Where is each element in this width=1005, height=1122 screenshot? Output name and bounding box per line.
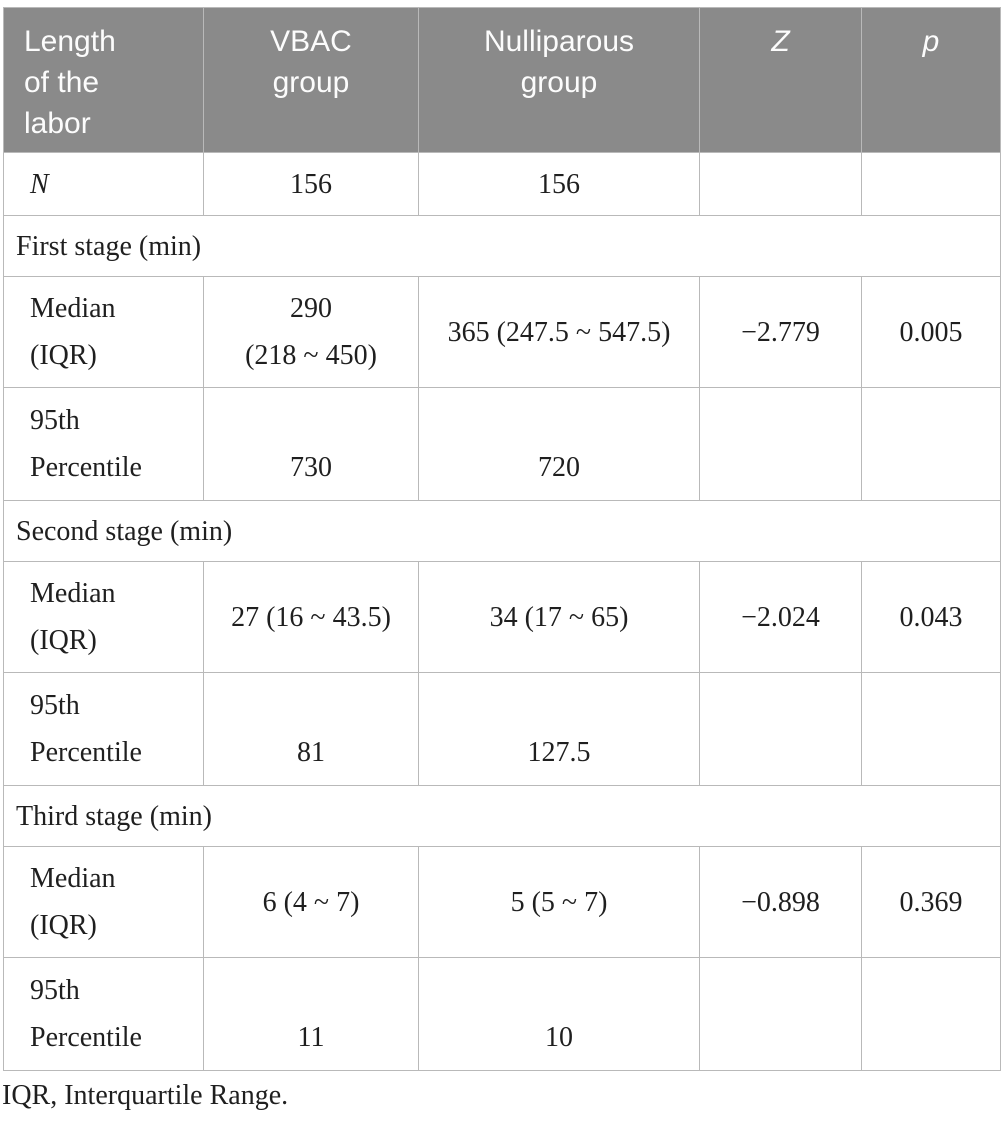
cell-third-p95-label: 95th Percentile: [3, 957, 204, 1071]
header-cell-length-of-labor: Length of the labor: [3, 7, 204, 153]
cell-second-median-p: 0.043: [861, 561, 1001, 673]
cell-n-z-empty: [699, 152, 862, 216]
header-cell-vbac-group: VBAC group: [203, 7, 419, 153]
cell-second-p95-p-empty: [861, 672, 1001, 786]
cell-n-nulliparous: 156: [418, 152, 700, 216]
cell-n-vbac: 156: [203, 152, 419, 216]
cell-first-median-nulliparous: 365 (247.5 ~ 547.5): [418, 276, 700, 388]
cell-second-median-z: −2.024: [699, 561, 862, 673]
cell-second-p95-vbac: 81: [203, 672, 419, 786]
cell-third-p95-p-empty: [861, 957, 1001, 1071]
cell-second-p95-label: 95th Percentile: [3, 672, 204, 786]
table-row-n: N 156 156: [3, 152, 1001, 216]
section-row-third-stage: Third stage (min): [3, 785, 1001, 847]
cell-first-p95-nulliparous: 720: [418, 387, 700, 501]
cell-second-median-label: Median (IQR): [3, 561, 204, 673]
cell-n-p-empty: [861, 152, 1001, 216]
cell-third-p95-vbac: 11: [203, 957, 419, 1071]
header-cell-z: Z: [699, 7, 862, 153]
cell-second-median-vbac: 27 (16 ~ 43.5): [203, 561, 419, 673]
section-row-first-stage: First stage (min): [3, 215, 1001, 277]
cell-third-p95-z-empty: [699, 957, 862, 1071]
header-cell-nulliparous-group: Nulliparous group: [418, 7, 700, 153]
cell-first-p95-vbac: 730: [203, 387, 419, 501]
table-header-row: Length of the labor VBAC group Nulliparo…: [3, 7, 1001, 153]
cell-third-median-vbac: 6 (4 ~ 7): [203, 846, 419, 958]
cell-third-median-p: 0.369: [861, 846, 1001, 958]
section-title-second-stage: Second stage (min): [3, 500, 1001, 562]
cell-second-p95-z-empty: [699, 672, 862, 786]
cell-second-p95-nulliparous: 127.5: [418, 672, 700, 786]
table-row-third-p95: 95th Percentile 11 10: [3, 957, 1001, 1071]
table-footnote: IQR, Interquartile Range.: [2, 1080, 289, 1111]
cell-first-median-z: −2.779: [699, 276, 862, 388]
table-row-first-median: Median (IQR) 290 (218 ~ 450) 365 (247.5 …: [3, 276, 1001, 388]
cell-third-median-label: Median (IQR): [3, 846, 204, 958]
cell-first-p95-label: 95th Percentile: [3, 387, 204, 501]
labor-length-table: Length of the labor VBAC group Nulliparo…: [3, 7, 1001, 1071]
section-title-third-stage: Third stage (min): [3, 785, 1001, 847]
header-cell-p: p: [861, 7, 1001, 153]
cell-third-p95-nulliparous: 10: [418, 957, 700, 1071]
cell-first-p95-z-empty: [699, 387, 862, 501]
table-row-third-median: Median (IQR) 6 (4 ~ 7) 5 (5 ~ 7) −0.898 …: [3, 846, 1001, 958]
cell-first-p95-p-empty: [861, 387, 1001, 501]
cell-first-median-p: 0.005: [861, 276, 1001, 388]
cell-third-median-z: −0.898: [699, 846, 862, 958]
table-row-second-p95: 95th Percentile 81 127.5: [3, 672, 1001, 786]
cell-second-median-nulliparous: 34 (17 ~ 65): [418, 561, 700, 673]
table-row-second-median: Median (IQR) 27 (16 ~ 43.5) 34 (17 ~ 65)…: [3, 561, 1001, 673]
section-title-first-stage: First stage (min): [3, 215, 1001, 277]
cell-n-label: N: [3, 152, 204, 216]
cell-first-median-vbac: 290 (218 ~ 450): [203, 276, 419, 388]
section-row-second-stage: Second stage (min): [3, 500, 1001, 562]
cell-first-median-label: Median (IQR): [3, 276, 204, 388]
cell-third-median-nulliparous: 5 (5 ~ 7): [418, 846, 700, 958]
table-row-first-p95: 95th Percentile 730 720: [3, 387, 1001, 501]
